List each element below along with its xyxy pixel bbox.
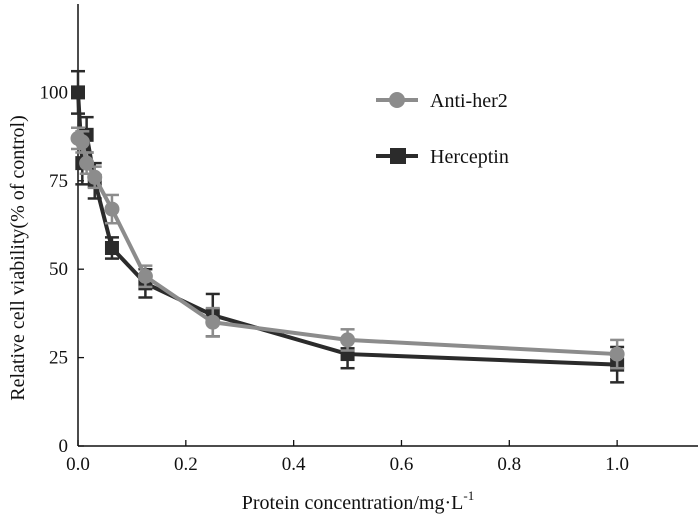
series-anti-her2 [70, 126, 625, 370]
data-point [79, 155, 95, 171]
x-tick-label: 0.4 [282, 454, 306, 475]
data-point [74, 134, 90, 150]
x-tick-label: 1.0 [605, 454, 629, 475]
data-point [104, 201, 120, 217]
legend-entry: Anti-her2 [376, 90, 508, 112]
y-tick-label: 100 [40, 82, 69, 103]
series-line [76, 92, 618, 367]
axes [77, 4, 698, 447]
legend-marker [390, 148, 406, 164]
legend-entry: Herceptin [376, 146, 509, 168]
x-tick-label: 0.8 [497, 454, 521, 475]
y-tick-label: 25 [49, 348, 68, 369]
y-tick-label: 0 [59, 436, 69, 457]
x-tick-label: 0.0 [66, 454, 90, 475]
data-point [71, 85, 85, 100]
legend-label: Anti-her2 [430, 90, 508, 112]
data-point [340, 332, 356, 348]
series-line [76, 136, 618, 357]
legend-marker [389, 92, 405, 108]
y-tick-label: 50 [49, 259, 68, 280]
y-axis-title: Relative cell viability(% of control) [7, 115, 29, 400]
x-axis-title: Protein concentration/mg·L-1 [242, 488, 474, 514]
series-layer [70, 69, 625, 384]
legend: Anti-her2 Herceptin [376, 90, 509, 168]
axis-ticks: 0.0 0.2 0.4 0.6 0.8 1.0 0 25 50 75 100 [40, 82, 630, 475]
data-point [137, 268, 153, 284]
data-point [609, 346, 625, 362]
y-tick-label: 75 [49, 171, 68, 192]
x-axis-title-text: Protein concentration/mg·L [242, 492, 464, 514]
x-tick-label: 0.6 [390, 454, 414, 475]
data-point [104, 240, 119, 255]
legend-label: Herceptin [430, 146, 509, 168]
x-axis-title-superscript: -1 [463, 488, 474, 503]
data-point [87, 169, 103, 185]
x-tick-label: 0.2 [174, 454, 198, 475]
data-point [205, 314, 221, 330]
